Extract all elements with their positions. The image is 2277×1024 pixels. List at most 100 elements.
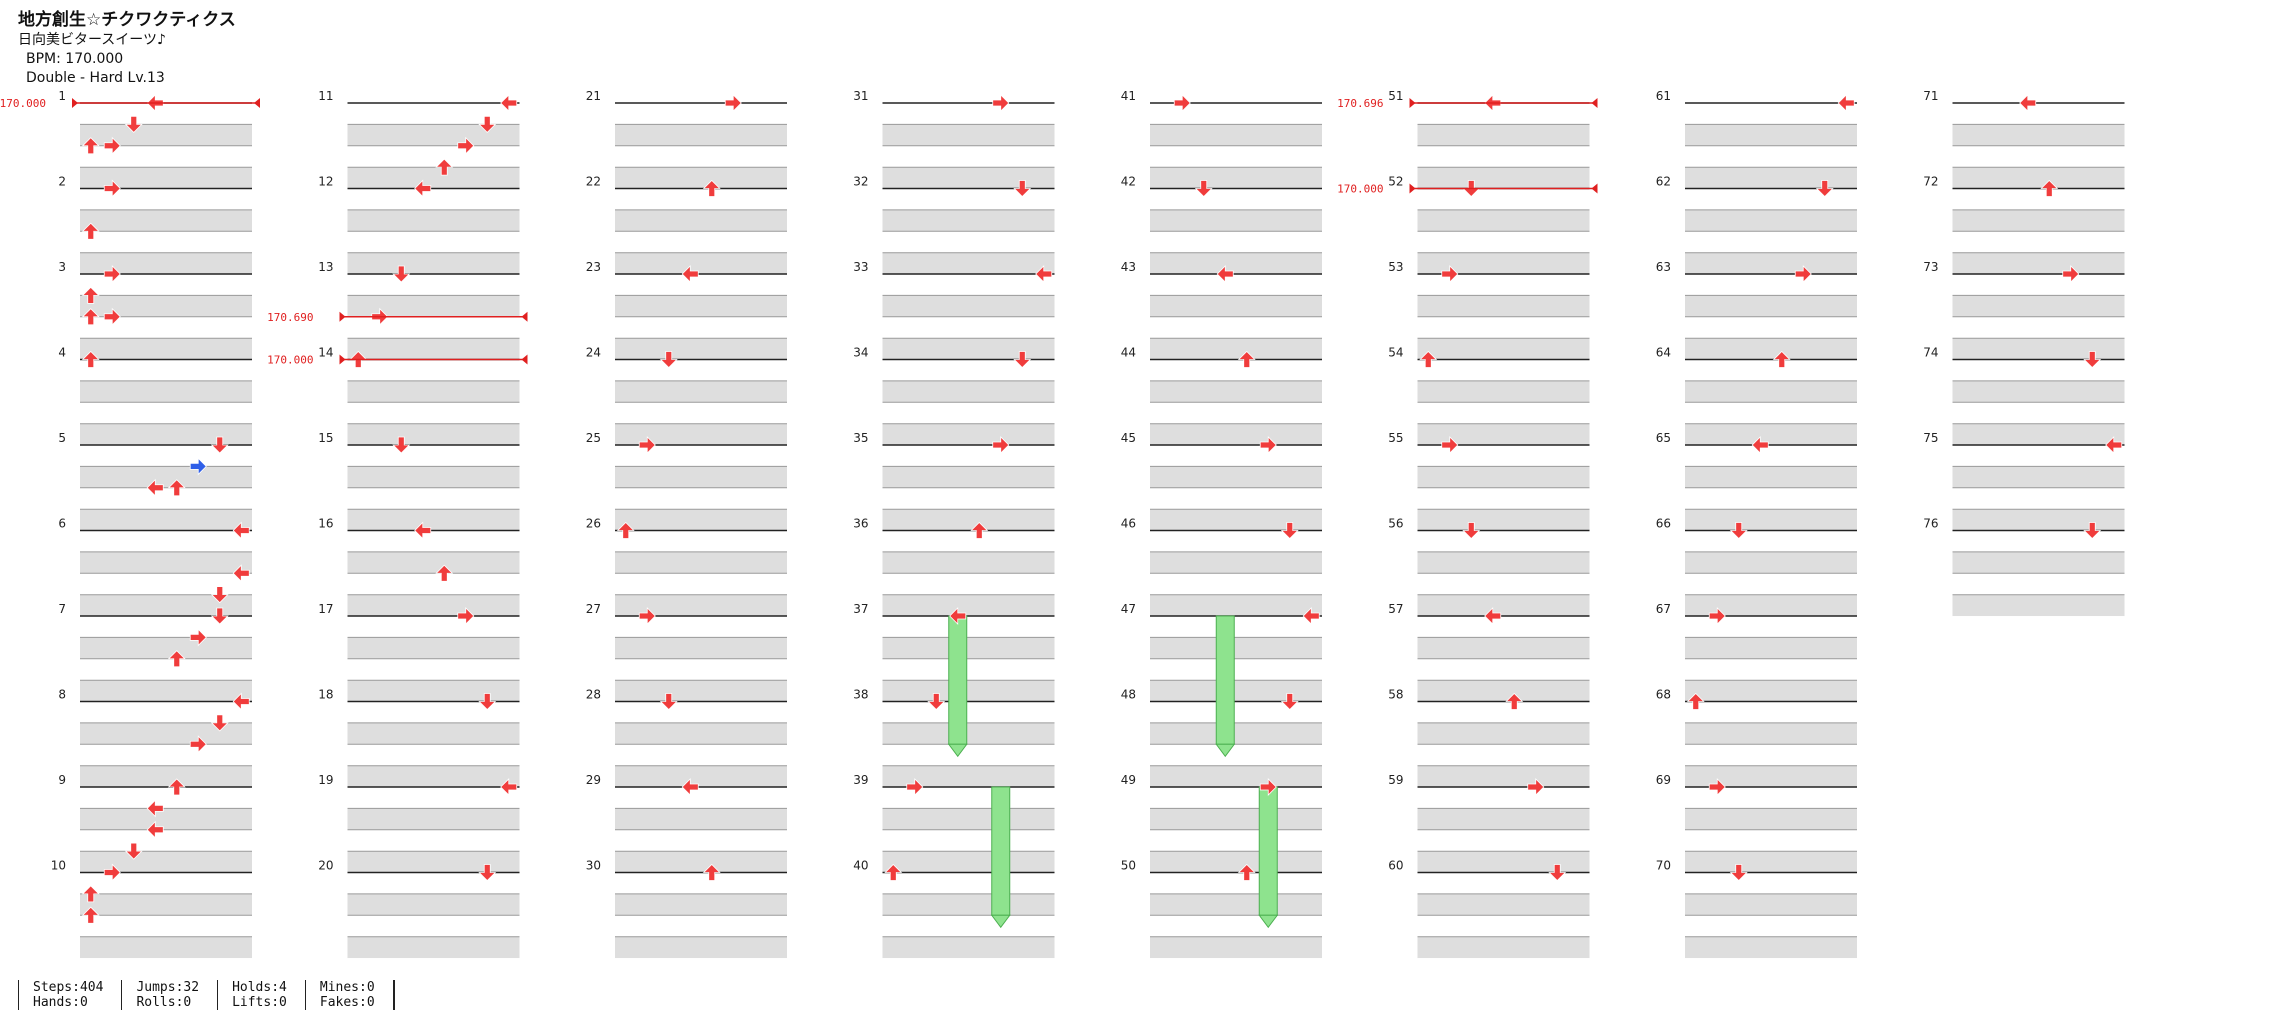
note-arrow — [906, 778, 924, 796]
note-arrow-shape — [210, 436, 229, 454]
measure-number: 70 — [1656, 859, 1671, 873]
note-arrow — [1035, 265, 1053, 283]
note-arrow — [81, 286, 100, 304]
note-arrow — [992, 94, 1010, 112]
measure-number: 24 — [586, 346, 601, 360]
measure-number: 17 — [318, 602, 333, 616]
note-arrow-shape — [500, 778, 518, 796]
note-arrow-shape — [1708, 607, 1726, 625]
beat-band — [1417, 722, 1590, 745]
beat-band — [80, 722, 252, 745]
measure-number: 52 — [1388, 175, 1403, 189]
note-arrow — [1815, 180, 1834, 198]
beat-band — [1417, 808, 1590, 830]
holds-group — [947, 615, 1279, 929]
note-arrow — [1794, 265, 1812, 283]
note-arrow-shape — [478, 693, 497, 711]
beat-band — [1952, 209, 2125, 232]
stat-mines: Mines:0 — [319, 980, 375, 995]
measure-number: 57 — [1388, 602, 1403, 616]
note-arrow — [435, 564, 454, 582]
note-arrow — [1484, 607, 1502, 625]
beat-band — [1417, 551, 1590, 574]
note-arrow-shape — [414, 521, 432, 540]
bpm-change-marker-right — [521, 354, 528, 365]
staff-group: 1234567891011121314151617181920212223242… — [51, 89, 2125, 959]
note-arrow-shape — [81, 885, 100, 903]
beat-band — [1685, 466, 1857, 488]
note-arrow — [2083, 351, 2102, 369]
beat-band — [1685, 509, 1857, 531]
measure-number: 45 — [1121, 431, 1136, 445]
measure-number: 19 — [318, 773, 333, 787]
measure-number: 1 — [58, 89, 66, 103]
note-arrow — [1302, 607, 1320, 625]
beat-band — [80, 893, 252, 916]
beat-band — [615, 851, 787, 873]
note-arrow-shape — [1280, 693, 1299, 711]
note-arrow-shape — [702, 863, 721, 881]
beat-band — [1685, 209, 1857, 232]
note-arrow-shape — [210, 714, 229, 732]
note-arrow-shape — [392, 265, 411, 283]
note-arrow — [2062, 265, 2080, 283]
measure-number: 5 — [58, 431, 66, 445]
stats-group-mines: Mines:0 Fakes:0 — [304, 980, 393, 1010]
beat-band — [1952, 167, 2125, 189]
measure-number: 50 — [1121, 859, 1136, 873]
beat-band — [347, 936, 520, 959]
beat-band — [1417, 680, 1590, 702]
measure-number: 22 — [586, 175, 601, 189]
note-arrow-shape — [724, 94, 742, 112]
note-arrow — [1462, 522, 1481, 540]
beat-band — [1417, 124, 1590, 146]
beat-band — [80, 466, 252, 488]
beat-band — [882, 338, 1055, 360]
note-arrow-shape — [1419, 350, 1438, 368]
note-arrow-shape — [2040, 179, 2059, 197]
beat-band — [615, 680, 787, 702]
note-arrow — [681, 265, 699, 283]
beat-band — [1952, 423, 2125, 446]
measure-number: 33 — [853, 260, 868, 274]
measure-number: 63 — [1656, 260, 1671, 274]
note-arrow-shape — [81, 308, 100, 326]
note-arrow-shape — [1302, 607, 1320, 625]
note-arrow — [232, 521, 250, 540]
note-arrow — [702, 863, 721, 881]
measure-number: 8 — [58, 688, 66, 702]
beat-band — [615, 509, 787, 531]
measure-number: 27 — [586, 602, 601, 616]
note-arrow — [1419, 350, 1438, 368]
note-arrow-shape — [392, 436, 411, 454]
note-arrow — [210, 607, 229, 625]
beat-band — [1417, 423, 1590, 446]
note-arrow-shape — [500, 94, 518, 112]
beat-band — [347, 851, 520, 873]
note-arrow — [81, 350, 100, 368]
measure-number: 58 — [1388, 688, 1403, 702]
note-arrow-shape — [189, 735, 207, 754]
beat-band — [347, 551, 520, 574]
bpm-change-marker-right — [254, 98, 260, 108]
note-arrow-shape — [1729, 864, 1748, 882]
note-arrow-shape — [210, 586, 229, 604]
note-arrow — [210, 436, 229, 454]
stat-lifts: Lifts:0 — [232, 995, 287, 1010]
note-arrow — [1280, 693, 1299, 711]
note-arrow-shape — [681, 778, 699, 796]
bpm-change-marker-right — [1591, 98, 1598, 108]
note-arrow-shape — [81, 906, 100, 924]
beat-band — [882, 167, 1055, 189]
note-arrow — [189, 457, 207, 476]
beat-band — [1150, 509, 1322, 531]
beat-band — [347, 124, 520, 146]
beat-band — [1150, 680, 1322, 702]
beat-band — [1150, 338, 1322, 360]
note-arrow-shape — [1729, 522, 1748, 540]
note-arrow-shape — [457, 136, 475, 155]
measure-number: 75 — [1923, 431, 1938, 445]
beat-band — [1150, 808, 1322, 830]
note-arrow-shape — [232, 564, 250, 583]
note-arrow — [103, 136, 121, 155]
